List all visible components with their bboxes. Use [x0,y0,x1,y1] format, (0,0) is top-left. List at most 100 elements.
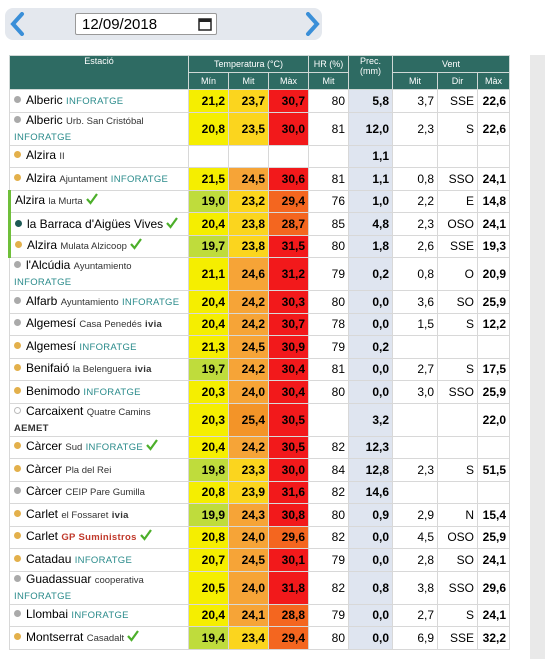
value-cell: 30,5 [268,435,309,459]
value-cell: 30,7 [268,312,309,336]
value-cell: 81 [308,111,349,146]
station-name: Alzira [15,193,46,208]
value-cell: 3,0 [392,380,438,404]
value-cell: 32,2 [477,626,510,650]
header: Prec. (mm) [348,55,393,90]
station-place: CEIP Pare Gumilla [65,487,145,499]
value-cell: 19,8 [188,458,229,482]
status-dot [14,442,21,450]
status-dot [14,554,21,562]
value-cell: SSO [437,167,478,191]
value-cell: 12,8 [348,458,393,482]
value-cell: 24,5 [228,548,269,572]
value-cell: 2,3 [392,212,438,236]
status-dot [14,261,21,268]
value-cell: 31,6 [268,480,309,504]
value-cell [477,480,510,504]
value-cell: 20,5 [188,570,229,605]
value-cell: 20,8 [188,480,229,504]
station-row: Alzira la Murta 19,0 23,2 29,4 76 1,0 2,2 E 14,8 [8,189,510,213]
value-cell: 0,0 [348,626,393,650]
status-dot [14,406,21,414]
station-name: Alfarb [26,293,58,308]
value-cell: 0,8 [392,167,438,191]
value-cell: SSE [437,626,478,650]
station-row: Carlet el Fossaret ivia 19,9 24,3 30,8 80 0,9… [9,503,510,527]
value-cell: 19,4 [188,626,229,650]
value-cell: 0,0 [348,357,393,381]
station-source: INFORATGE [14,277,72,288]
value-cell: 1,1 [348,167,393,191]
value-cell: 80 [308,290,349,314]
station-row: Benifaió la Belenguera ivia 19,7 24,2 30,4 8… [9,357,510,381]
station-cell: Benifaió la Belenguera ivia [9,357,189,381]
value-cell: 20,3 [188,402,229,437]
value-cell: 2,6 [392,234,438,258]
value-cell: 79 [308,603,349,627]
value-cell: S [437,357,478,381]
station-name: Càrcer [26,484,63,499]
value-cell: 2,9 [392,503,438,527]
value-cell: 0,0 [348,525,393,549]
value-cell: 80 [308,380,349,404]
station-place: Ayuntamiento [60,296,119,308]
value-cell: 24,1 [477,548,510,572]
value-cell: 19,9 [188,503,229,527]
value-cell: OSO [437,212,478,236]
value-cell: 25,9 [477,525,510,549]
value-cell [392,402,438,437]
station-place: Pla del Rei [65,464,112,476]
value-cell: 0,2 [348,257,393,291]
station-cell: l'Alcúdia Ayuntamiento INFORATGE [9,257,189,291]
value-cell: 0,8 [392,257,438,291]
value-cell: 0,0 [348,603,393,627]
value-cell: 0,9 [348,503,393,527]
value-cell: 23,9 [228,480,269,504]
value-cell: 0,0 [348,290,393,314]
value-cell: 2,7 [392,603,438,627]
value-cell: 31,5 [268,234,309,258]
value-cell: 23,8 [228,234,269,258]
value-cell: 20,3 [188,380,229,404]
station-name: Montserrat [26,629,84,644]
value-cell: 24,0 [228,525,269,549]
value-cell: 24,3 [228,503,269,527]
status-dot [14,632,21,640]
status-dot [14,151,21,159]
station-cell: la Barraca d'Aigües Vives [8,212,189,236]
value-cell: 29,4 [268,626,309,650]
value-cell: 85 [308,212,349,236]
station-cell: Alberic Urb. San Cristóbal INFORATGE [9,111,189,146]
station-cell: Algemesí Casa Penedés ivia [9,312,189,336]
value-cell: 25,9 [477,380,510,404]
value-cell: 76 [308,189,349,213]
value-cell: 29,4 [268,189,309,213]
next-day-button[interactable] [303,12,321,36]
value-cell: 12,2 [477,312,510,336]
status-dot [14,464,21,472]
station-row: Algemesí Casa Penedés ivia 20,4 24,2 30,7 78… [9,312,510,336]
station-cell: Càrcer CEIP Pare Gumilla [9,480,189,504]
value-cell: 12,3 [348,435,393,459]
station-name: Alzira [26,148,57,163]
station-name: Algemesí [26,338,77,353]
header: HR (%) [308,55,349,73]
subheader: Mit [228,72,269,90]
date-input[interactable]: 12/09/2018 [75,13,217,35]
prev-day-button[interactable] [9,12,27,36]
station-name: Llombai [26,607,69,622]
value-cell: 21,1 [188,257,229,291]
status-dot [14,173,21,181]
calendar-icon[interactable] [198,17,212,31]
value-cell: 81 [308,167,349,191]
station-source: INFORATGE [71,610,129,622]
value-cell: 30,8 [268,503,309,527]
value-cell [477,144,510,168]
value-cell: 23,3 [228,458,269,482]
value-cell: 30,6 [268,167,309,191]
value-cell: 30,9 [268,335,309,359]
station-cell: Algemesí INFORATGE [9,335,189,359]
value-cell: 24,1 [477,167,510,191]
value-cell [437,144,478,168]
check-icon [127,630,140,642]
